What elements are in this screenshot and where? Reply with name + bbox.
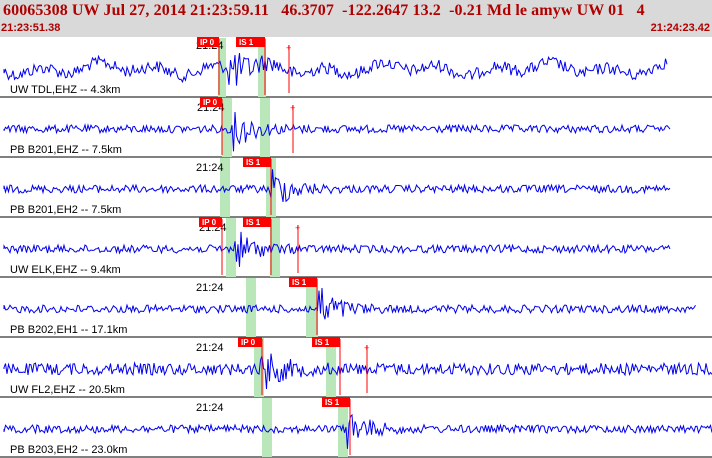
p-window	[222, 98, 232, 157]
waveform-trace	[3, 169, 671, 203]
station-label: PB B201,EHZ -- 7.5km	[10, 144, 122, 156]
pick-label: IP 0	[203, 98, 218, 107]
s-window	[270, 218, 280, 277]
pick-label: IS 1	[325, 398, 340, 407]
p-window	[262, 398, 272, 457]
s-window	[260, 98, 270, 157]
s-window	[326, 338, 336, 397]
pick-flag	[200, 97, 222, 107]
p-window	[254, 338, 264, 397]
pick-label: IS 1	[292, 278, 307, 287]
pick-flag	[312, 337, 340, 347]
time-tick-label: 21:24	[196, 402, 224, 414]
pick-label: IP 0	[241, 338, 256, 347]
pick-flag	[322, 397, 350, 407]
time-tick-label: 21:24	[196, 342, 224, 354]
waveform-trace	[3, 111, 671, 152]
pick-label: IS 1	[315, 338, 330, 347]
start-time: 21:23:51.38	[1, 22, 61, 34]
pick-flag	[243, 217, 271, 227]
waveform-trace	[3, 231, 671, 267]
time-tick-label: 21:24	[196, 162, 224, 174]
pick-label: IP 0	[202, 218, 217, 227]
pick-flag	[199, 217, 222, 227]
event-header: 60065308 UW Jul 27, 2014 21:23:59.11 46.…	[0, 0, 712, 37]
pick-label: IS 1	[246, 218, 261, 227]
pick-label: IS 1	[239, 38, 254, 47]
s-window	[306, 278, 318, 337]
pick-label: IP 0	[200, 38, 215, 47]
pick-label: IS 1	[246, 158, 261, 167]
station-label: UW TDL,EHZ -- 4.3km	[10, 84, 120, 96]
station-label: UW FL2,EHZ -- 20.5km	[10, 384, 125, 396]
p-window	[246, 278, 256, 337]
waveform-trace	[3, 53, 668, 86]
pick-flag	[197, 37, 219, 47]
waveform-trace	[3, 413, 712, 449]
pick-flag	[243, 157, 271, 167]
waveform-trace	[3, 353, 712, 390]
station-label: PB B201,EH2 -- 7.5km	[10, 204, 121, 216]
amplitude-marker-plus: +	[364, 343, 369, 353]
station-label: PB B202,EH1 -- 17.1km	[10, 324, 127, 336]
s-window	[258, 38, 266, 97]
pick-flag	[289, 277, 317, 287]
station-label: PB B203,EH2 -- 23.0km	[10, 444, 127, 456]
end-time: 21:24:23.42	[650, 22, 710, 34]
pick-flag	[238, 337, 262, 347]
amplitude-marker-plus: +	[286, 43, 291, 53]
seismogram-panel[interactable]: 21:24 UW TDL,EHZ -- 4.3km IP 0 IS 1 +21:24 PB…	[0, 37, 712, 458]
waveform-trace	[3, 287, 696, 320]
station-label: UW ELK,EHZ -- 9.4km	[10, 264, 121, 276]
amplitude-marker-plus: +	[290, 103, 295, 113]
amplitude-marker-plus: +	[295, 223, 300, 233]
event-title: 60065308 UW Jul 27, 2014 21:23:59.11 46.…	[3, 2, 645, 19]
time-tick-label: 21:24	[196, 282, 224, 294]
pick-flag	[236, 37, 265, 47]
p-window	[220, 158, 230, 217]
